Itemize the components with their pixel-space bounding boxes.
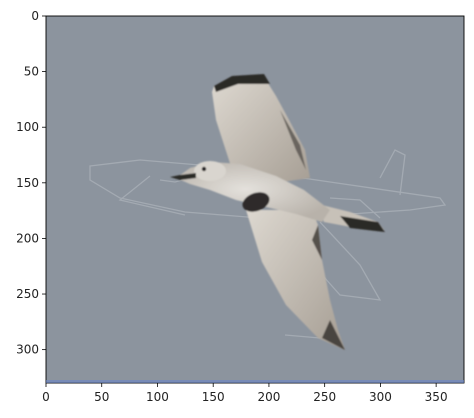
y-tick-label: 250	[16, 287, 39, 301]
x-tick-label: 200	[257, 390, 280, 404]
x-tick-label: 350	[425, 390, 448, 404]
image-edge	[46, 380, 464, 383]
x-tick-label: 150	[202, 390, 225, 404]
x-tick-label: 0	[42, 390, 50, 404]
y-tick-label: 150	[16, 176, 39, 190]
y-axis: 0 50 100 150 200 250 300	[16, 9, 46, 357]
x-tick-label: 300	[369, 390, 392, 404]
x-axis: 0 50 100 150 200 250 300 350	[42, 383, 447, 404]
y-tick-label: 100	[16, 120, 39, 134]
y-tick-label: 0	[31, 9, 39, 23]
x-tick-label: 250	[313, 390, 336, 404]
x-tick-label: 100	[146, 390, 169, 404]
photo	[46, 16, 464, 383]
y-tick-label: 200	[16, 231, 39, 245]
y-tick-label: 300	[16, 343, 39, 357]
x-tick-label: 50	[94, 390, 109, 404]
gull-eye	[202, 167, 206, 171]
y-tick-label: 50	[24, 65, 39, 79]
gull-head	[194, 161, 226, 181]
